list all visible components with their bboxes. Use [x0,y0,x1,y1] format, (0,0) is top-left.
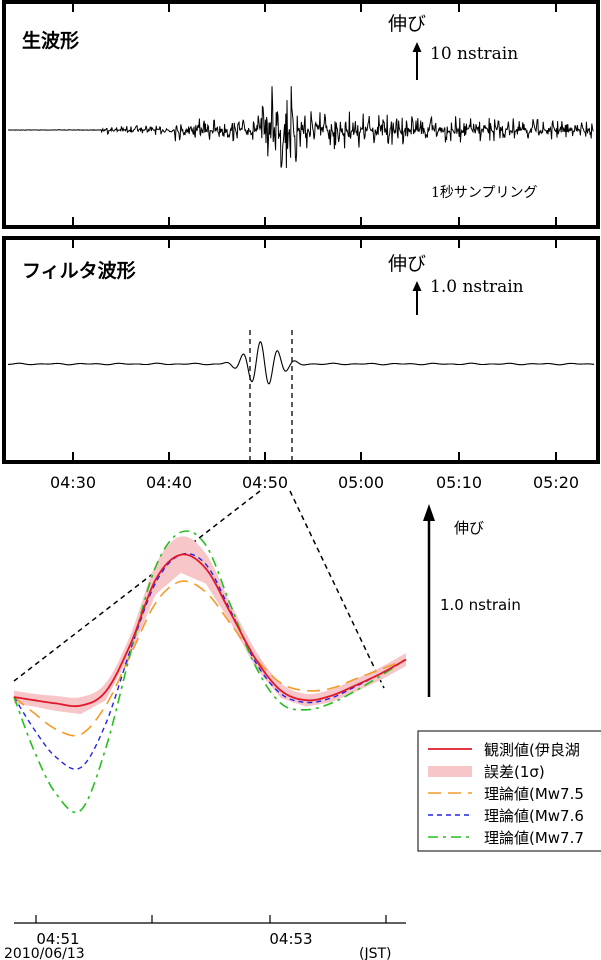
filtered-scale-label: 1.0 nstrain [430,277,524,297]
raw-scale-label: 10 nstrain [430,44,518,64]
zoom-extension-label: 伸び [454,519,484,537]
error-band [14,536,406,715]
legend-box [417,730,601,852]
time-tick-0500: 05:00 [338,473,384,492]
zoom-tick-0453: 04:53 [269,930,312,948]
zoom-connector-right [289,490,385,689]
filtered-panel-frame [2,236,600,464]
legend: 観測値(伊良湖 誤差(1σ) 理論値(Mw7.5 理論値(Mw7.6 理論値(M… [417,730,601,852]
raw-panel-label: 生波形 [22,29,79,52]
time-tick-0450: 04:50 [242,473,288,492]
legend-label-observed: 観測値(伊良湖 [484,741,580,759]
zoom-tz-label: (JST) [359,946,392,960]
zoom-chart: 伸び 1.0 nstrain 04:51 04:53 2010/06/13 (J… [4,504,521,960]
zoom-connector-left [13,490,261,682]
filtered-panel-label: フィルタ波形 [22,259,136,282]
time-tick-0520: 05:20 [533,473,579,492]
zoom-tick-0451: 04:51 [36,930,79,948]
time-axis-labels: 04:30 04:40 04:50 05:00 05:10 05:20 [50,473,579,492]
sampling-note: 1秒サンプリング [431,185,538,201]
filtered-waveform-trace [8,341,595,385]
time-tick-0430: 04:30 [50,473,96,492]
raw-panel-frame [2,0,600,229]
filtered-scale-arrowhead [412,281,422,291]
raw-waveform-trace [7,86,594,169]
raw-waveform-panel: 生波形 伸び 10 nstrain 1秒サンプリング [2,0,600,229]
raw-panel-top-ticks [72,4,557,12]
theory-mw76-line [13,552,407,770]
zoom-date-label: 2010/06/13 [4,946,85,960]
legend-label-mw75: 理論値(Mw7.5 [484,785,584,803]
observed-line [13,553,407,708]
theory-mw75-line [13,580,407,737]
filtered-panel-top-ticks [72,240,557,248]
zoom-scale-label: 1.0 nstrain [440,596,521,614]
filtered-panel-bottom-ticks [72,452,557,460]
legend-label-mw76: 理論値(Mw7.6 [484,807,584,825]
filtered-extension-label: 伸び [388,253,426,275]
time-tick-0440: 04:40 [146,473,192,492]
raw-extension-label: 伸び [388,13,426,35]
raw-panel-bottom-ticks [72,217,557,225]
raw-scale-arrowhead [412,42,422,52]
time-tick-0510: 05:10 [436,473,482,492]
filtered-waveform-panel: フィルタ波形 伸び 1.0 nstrain [2,236,600,464]
legend-label-error: 誤差(1σ) [484,763,545,781]
theory-mw77-line [13,530,407,814]
legend-label-mw77: 理論値(Mw7.7 [484,829,584,847]
zoom-scale-arrowhead [423,504,435,521]
legend-swatch-error [428,766,472,777]
